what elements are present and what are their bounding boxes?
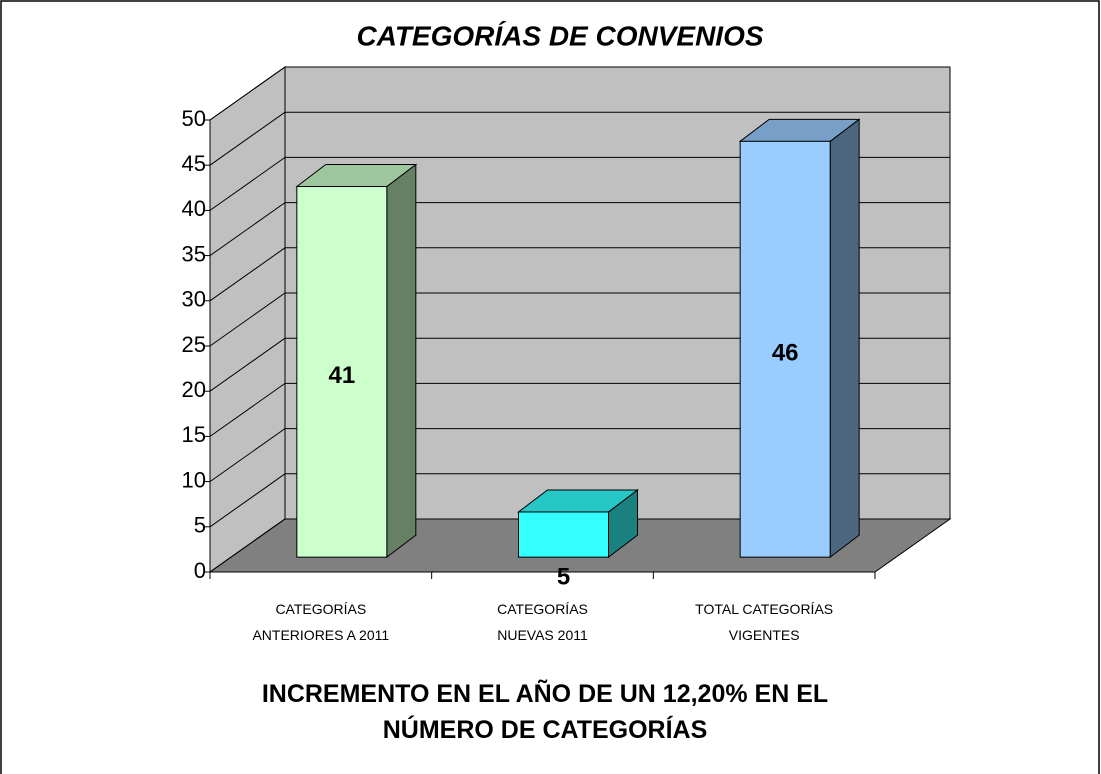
y-tick-label: 5: [194, 513, 206, 538]
bar: [518, 511, 609, 558]
grid-line: [209, 428, 286, 483]
grid-line: [209, 292, 286, 347]
y-tick-label: 35: [182, 241, 206, 266]
y-tick-label: 25: [182, 332, 206, 357]
grid-line: [209, 518, 286, 573]
grid-line: [209, 337, 286, 392]
y-tick-label: 50: [182, 106, 206, 131]
data-label: 41: [328, 362, 355, 389]
bar: [296, 186, 388, 558]
y-tick-label: 10: [182, 467, 206, 492]
grid-line: [209, 382, 286, 437]
grid-line: [209, 473, 286, 528]
grid-line: [209, 111, 286, 166]
y-tick-label: 15: [182, 422, 206, 447]
data-label: 5: [557, 563, 570, 590]
y-tick-label: 0: [194, 558, 206, 583]
x-tick-label: CATEGORÍAS ANTERIORES A 2011: [252, 601, 390, 643]
x-tick-label: TOTAL CATEGORÍAS VIGENTES: [695, 601, 834, 643]
grid-line: [209, 66, 286, 121]
bar-side: [829, 118, 860, 559]
y-tick-label: 40: [182, 196, 206, 221]
data-label: 46: [772, 340, 799, 367]
bar: [739, 140, 831, 558]
x-tick-label: CATEGORÍAS NUEVAS 2011: [497, 601, 588, 643]
y-tick-label: 45: [182, 151, 206, 176]
chart-title: CATEGORÍAS DE CONVENIOS: [356, 20, 763, 51]
chart-subtitle: INCREMENTO EN EL AÑO DE UN 12,20% EN EL …: [261, 680, 829, 744]
grid-line: [209, 202, 286, 257]
grid-line: [209, 247, 286, 302]
bar-side: [386, 163, 417, 559]
grid-line: [209, 156, 286, 211]
y-tick-label: 30: [182, 287, 206, 312]
y-tick-label: 20: [182, 377, 206, 402]
